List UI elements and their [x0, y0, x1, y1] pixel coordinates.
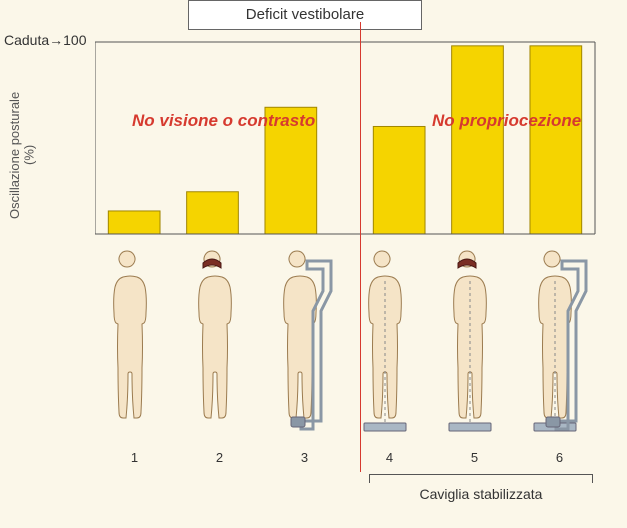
annotation-right: No propriocezione [432, 110, 581, 131]
figure-number: 3 [262, 450, 347, 465]
figure-number: 6 [517, 450, 602, 465]
figure-1: 1 [92, 247, 177, 465]
chart-title: Deficit vestibolare [188, 0, 422, 30]
figure-3: 3 [262, 247, 347, 465]
figure-2: 2 [177, 247, 262, 465]
figure-number: 2 [177, 450, 262, 465]
figure-row: 1 2 3 4 5 6 [92, 247, 602, 465]
bracket-label: Caviglia stabilizzata [369, 486, 593, 502]
bracket: Caviglia stabilizzata [369, 468, 593, 506]
y-axis-label: Oscillazione posturale (%) [8, 80, 26, 230]
frame: Deficit vestibolare Caduta→100 Oscillazi… [0, 0, 627, 528]
figure-5: 5 [432, 247, 517, 465]
bar-chart: 050 [95, 40, 599, 238]
bracket-line [369, 474, 593, 483]
figure-number: 1 [92, 450, 177, 465]
figure-number: 5 [432, 450, 517, 465]
figure-number: 4 [347, 450, 432, 465]
ymax-label: Caduta→100 [4, 32, 87, 48]
bar-chart-svg: 050 [95, 40, 599, 238]
annotation-left: No visione o contrasto [132, 110, 315, 131]
figure-6: 6 [517, 247, 602, 465]
figure-4: 4 [347, 247, 432, 465]
